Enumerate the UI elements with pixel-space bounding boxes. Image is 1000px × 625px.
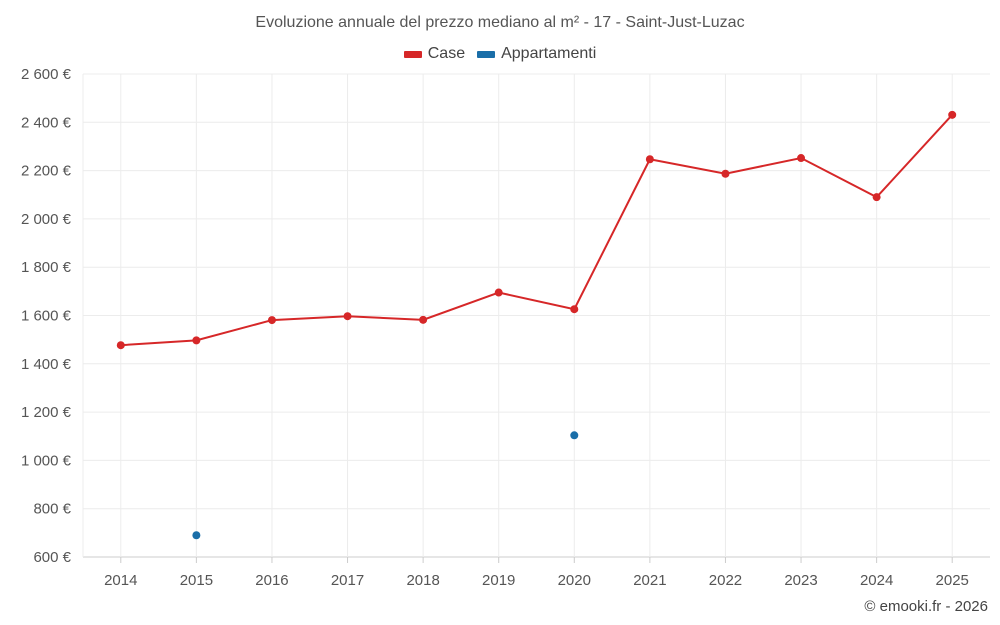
y-tick-label: 600 €: [33, 549, 71, 566]
y-tick-label: 800 €: [33, 501, 71, 518]
y-tick-label: 2 400 €: [21, 114, 72, 131]
data-point-case: [721, 169, 730, 178]
data-point-appartamenti: [570, 431, 579, 440]
y-tick-label: 1 000 €: [21, 452, 72, 469]
y-tick-label: 2 000 €: [21, 211, 72, 228]
x-tick-label: 2018: [406, 572, 439, 589]
legend-label-appartamenti: Appartamenti: [501, 45, 597, 62]
x-tick-label: 2014: [104, 572, 137, 589]
data-point-case: [872, 193, 881, 202]
data-point-case: [797, 154, 806, 163]
legend-item-appartamenti[interactable]: Appartamenti: [477, 45, 596, 63]
x-tick-label: 2022: [709, 572, 742, 589]
y-tick-label: 2 200 €: [21, 163, 72, 180]
x-tick-label: 2023: [784, 572, 817, 589]
data-point-case: [948, 110, 957, 119]
x-tick-label: 2019: [482, 572, 515, 589]
legend: Case Appartamenti: [0, 45, 1000, 63]
legend-swatch-appartamenti: [477, 50, 496, 58]
y-tick-label: 1 400 €: [21, 356, 72, 373]
chart-title: Evoluzione annuale del prezzo mediano al…: [255, 14, 745, 31]
x-tick-label: 2021: [633, 572, 666, 589]
x-tick-label: 2017: [331, 572, 364, 589]
legend-item-case[interactable]: Case: [403, 45, 466, 63]
y-tick-label: 2 600 €: [21, 66, 72, 83]
data-point-case: [343, 312, 352, 321]
y-tick-label: 1 800 €: [21, 259, 72, 276]
data-point-case: [570, 305, 579, 314]
data-point-case: [192, 336, 201, 345]
legend-swatch-case: [403, 50, 422, 58]
x-tick-label: 2016: [255, 572, 288, 589]
data-point-case: [116, 341, 125, 350]
series-line-0: [120, 114, 953, 347]
x-tick-label: 2020: [558, 572, 591, 589]
legend-label-case: Case: [427, 45, 466, 62]
data-point-case: [419, 315, 428, 324]
data-point-case: [494, 288, 503, 297]
x-tick-label: 2015: [180, 572, 213, 589]
y-tick-label: 1 200 €: [21, 404, 72, 421]
data-point-appartamenti: [192, 531, 201, 540]
data-point-case: [267, 316, 276, 325]
y-tick-label: 1 600 €: [21, 308, 72, 325]
x-tick-label: 2025: [936, 572, 969, 589]
copyright-footer: © emooki.fr - 2026: [864, 598, 988, 615]
x-tick-label: 2024: [860, 572, 893, 589]
data-point-case: [645, 155, 654, 164]
